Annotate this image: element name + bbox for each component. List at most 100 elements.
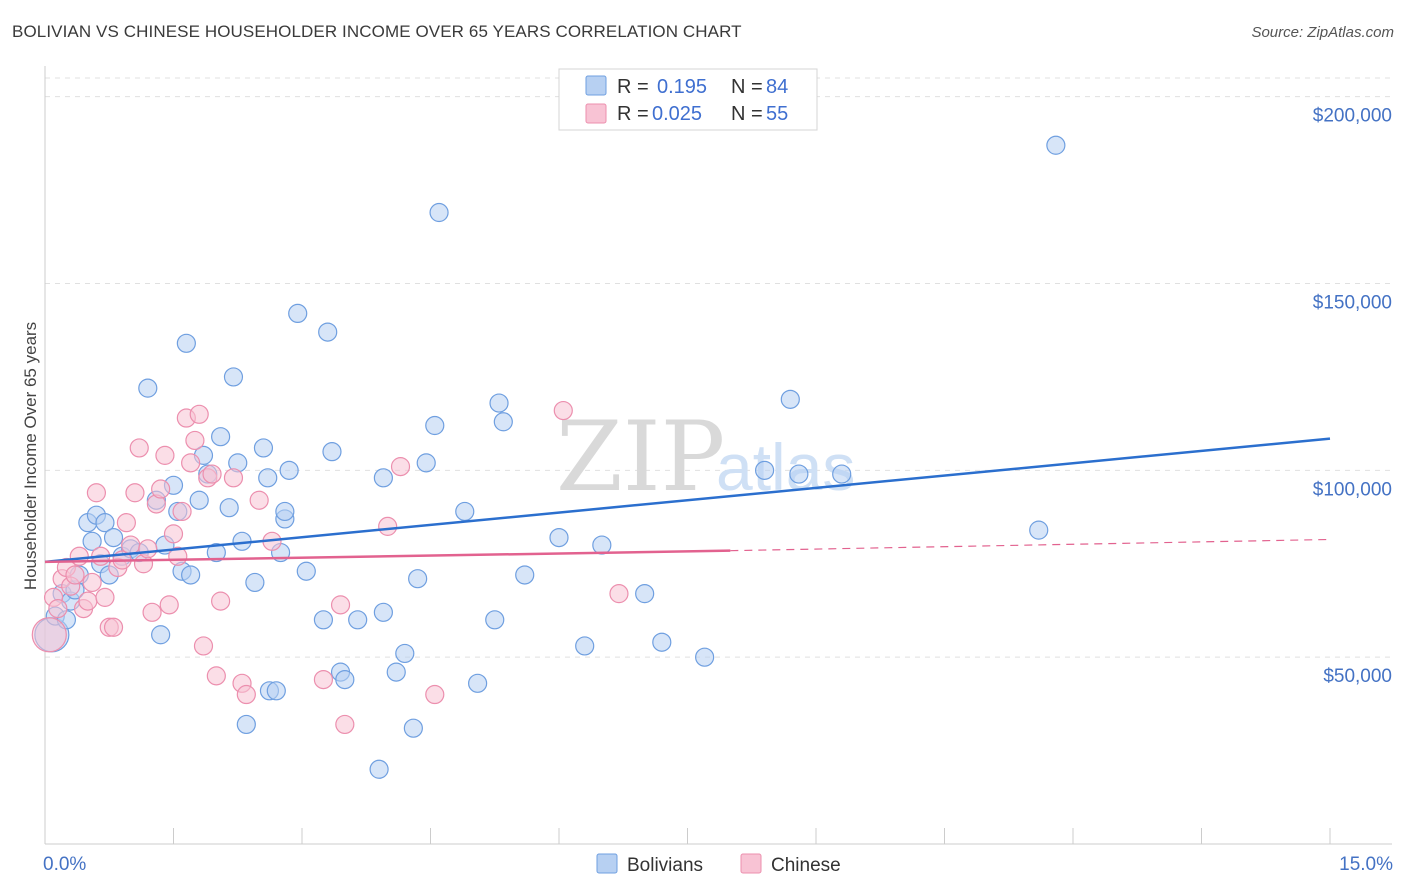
y-tick-label: $200,000	[1313, 106, 1392, 127]
legend-swatch-chinese	[585, 103, 607, 124]
legend-n-label-bolivians: N =	[731, 76, 763, 98]
data-point	[378, 516, 398, 536]
data-point	[86, 483, 107, 503]
data-point	[609, 584, 629, 604]
data-point	[390, 457, 411, 477]
data-point	[172, 501, 192, 522]
data-point	[373, 468, 393, 488]
data-point	[373, 602, 393, 622]
y-tick-label: $50,000	[1323, 666, 1392, 687]
data-point	[288, 303, 308, 324]
data-point	[549, 527, 569, 548]
data-point	[652, 632, 672, 652]
bottom-legend: Bolivians Chinese	[596, 853, 841, 876]
data-point	[151, 625, 171, 645]
data-point	[592, 535, 612, 555]
data-point	[395, 643, 415, 664]
bottom-legend-swatch-chinese	[740, 853, 762, 874]
data-point	[468, 673, 488, 693]
data-point	[95, 513, 115, 533]
data-point	[206, 666, 226, 686]
legend-n-value-bolivians: 84	[766, 76, 788, 98]
x-tick-label: 0.0%	[43, 854, 86, 875]
data-point	[78, 591, 98, 611]
data-point	[189, 490, 209, 510]
axes	[44, 66, 1392, 845]
source-label: Source: ZipAtlas.com	[1251, 24, 1394, 41]
legend-r-label-chinese: R =	[617, 103, 649, 125]
data-point	[403, 718, 423, 738]
data-point	[369, 759, 389, 779]
data-point	[489, 393, 509, 413]
data-point	[129, 438, 149, 458]
data-point	[279, 460, 299, 480]
data-point	[386, 662, 406, 682]
data-point	[275, 501, 295, 522]
data-point	[219, 498, 239, 518]
y-tick-label: $100,000	[1313, 479, 1392, 500]
trend-lines	[44, 437, 1331, 564]
data-point	[121, 535, 141, 555]
data-point	[553, 400, 573, 421]
data-point	[185, 430, 205, 451]
data-point	[635, 584, 655, 604]
legend: R = 0.195 N = 84 R = 0.025 N = 55	[558, 68, 818, 131]
data-point	[1046, 135, 1066, 155]
data-point	[416, 453, 436, 473]
data-point	[253, 438, 274, 458]
data-point	[176, 333, 196, 353]
y-tick-labels: $50,000 $100,000 $150,000 $200,000	[1313, 106, 1392, 687]
data-point	[330, 595, 351, 615]
data-point	[103, 527, 124, 548]
data-point	[408, 569, 428, 589]
watermark-atlas: atlas	[716, 430, 855, 504]
data-point	[82, 531, 102, 551]
legend-n-value-chinese: 55	[766, 103, 788, 125]
data-point	[82, 572, 102, 593]
data-point	[211, 427, 231, 447]
data-point	[189, 404, 209, 424]
data-point	[65, 565, 85, 585]
data-point	[159, 595, 179, 615]
bottom-legend-swatch-bolivians	[596, 853, 618, 874]
data-point	[515, 565, 535, 585]
data-point	[832, 464, 852, 484]
data-point	[95, 587, 115, 607]
watermark: ZIP atlas	[556, 401, 855, 513]
trend-line-bolivians	[44, 437, 1331, 564]
trend-line-chinese	[44, 549, 731, 564]
grid-lines	[45, 77, 1392, 658]
data-point	[223, 367, 244, 387]
data-point	[202, 464, 222, 484]
data-point	[335, 714, 355, 735]
data-point	[223, 468, 244, 488]
trend-line-chinese-extension	[730, 538, 1331, 552]
data-point	[138, 378, 158, 398]
bottom-legend-label-chinese: Chinese	[771, 855, 841, 876]
data-point	[206, 542, 226, 563]
data-point	[335, 669, 355, 690]
watermark-zip: ZIP	[556, 401, 725, 513]
data-point	[181, 453, 201, 473]
data-point	[142, 602, 162, 622]
data-point	[780, 389, 800, 409]
y-tick-label: $150,000	[1313, 293, 1392, 314]
data-point	[313, 669, 334, 690]
data-point	[296, 561, 316, 581]
data-point	[322, 442, 342, 462]
data-point	[245, 572, 265, 593]
data-point	[455, 501, 475, 522]
legend-swatch-bolivians	[585, 75, 607, 96]
data-point	[31, 617, 67, 653]
y-axis-label: Householder Income Over 65 years	[21, 322, 40, 590]
data-point	[138, 539, 158, 559]
data-point	[313, 610, 334, 630]
data-point	[258, 468, 278, 488]
data-point	[236, 684, 256, 705]
data-point	[485, 610, 505, 630]
data-point	[695, 647, 715, 667]
data-point	[754, 460, 775, 480]
bottom-legend-label-bolivians: Bolivians	[627, 855, 703, 876]
data-point	[103, 617, 124, 637]
